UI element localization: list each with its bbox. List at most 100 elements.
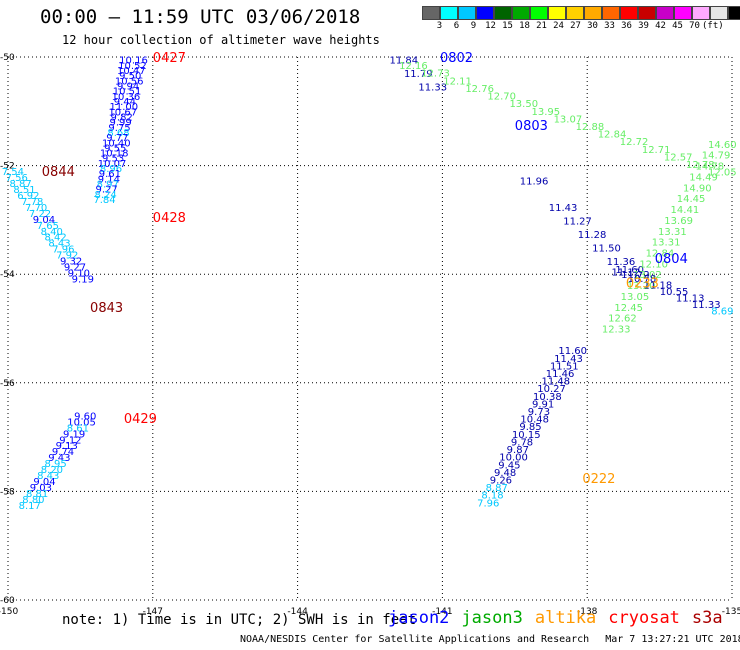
swh-value: 7.22: [29, 209, 51, 220]
pass-label: 0233: [626, 276, 659, 291]
color-swatch: [476, 6, 494, 20]
swh-value: 14.90: [683, 183, 712, 194]
swh-value: 11.51: [550, 361, 579, 372]
map-title: 00:00 – 11:59 UTC 03/06/2018: [40, 6, 361, 28]
swh-value: 7.54: [2, 167, 24, 178]
track-0844: 7.547.568.878.516.927.787.707.229.047.65…: [2, 167, 94, 286]
color-scale: [422, 6, 740, 20]
swh-value: 11.43: [549, 203, 578, 214]
color-scale-label: 21: [536, 21, 547, 31]
swh-value: 12.57: [664, 152, 693, 163]
swh-value: 9.44: [114, 97, 136, 108]
color-swatch: [656, 6, 674, 20]
swh-value: 11.13: [676, 294, 705, 305]
swh-value: 12.73: [421, 69, 450, 80]
swh-value: 8.87: [486, 483, 508, 494]
swh-value: 8.51: [13, 185, 35, 196]
swh-value: 11.36: [607, 257, 636, 268]
swh-value: 9.50: [119, 71, 141, 82]
swh-value: 8.69: [711, 307, 733, 318]
lon-label: -141: [432, 607, 452, 617]
swh-value: 10.27: [537, 384, 566, 395]
swh-value: 7.84: [93, 195, 115, 206]
swh-value: 8.97: [97, 180, 119, 191]
swh-value: 12.78: [686, 160, 715, 171]
swh-value: 7.96: [477, 498, 499, 509]
color-scale-label: 15: [502, 21, 513, 31]
swh-value: 9.04: [33, 477, 55, 488]
color-swatch: [422, 6, 440, 20]
swh-value: 13.20: [627, 281, 656, 292]
pass-labels: 0427 0428 0429 0844 0843 0802 0803 0804 0222 0233: [42, 51, 688, 487]
swh-value: 12.70: [487, 92, 516, 103]
color-swatch: [530, 6, 548, 20]
pass-label: 0804: [655, 252, 688, 267]
color-swatch: [620, 6, 638, 20]
swh-value: 9.19: [63, 429, 85, 440]
track-0802: 11.84 11.79 11.33 11.96 11.43 11.27 11.28 11.50…: [389, 56, 649, 281]
pass-label: 0429: [124, 412, 157, 427]
pass-label: 0428: [153, 211, 186, 226]
swh-value: 13.31: [652, 238, 681, 249]
swh-value: 8.17: [19, 501, 41, 512]
swh-value: 7.78: [21, 197, 43, 208]
swh-value: 12.71: [642, 145, 671, 156]
swh-value: 8.24: [94, 190, 116, 201]
swh-value: 11.27: [563, 217, 592, 228]
swh-value: 9.32: [60, 257, 82, 268]
track-0804-up: 12.3312.6212.4513.0513.2013.0212.1012.84…: [602, 140, 737, 336]
track-0803: 12.1612.7312.1112.7612.7013.5013.9513.07…: [399, 61, 737, 178]
swh-value: 9.13: [56, 441, 78, 452]
swh-value: 14.49: [689, 172, 718, 183]
color-swatch: [710, 6, 728, 20]
swh-value: 12.45: [614, 303, 643, 314]
swh-value: 9.99: [109, 118, 131, 129]
track-0222: 11.6011.4311.5111.4611.4810.2710.389.919…: [477, 346, 587, 509]
color-scale-label: 30: [587, 21, 598, 31]
color-swatch: [638, 6, 656, 20]
lon-label: -135: [722, 607, 740, 617]
swh-value: 9.73: [528, 407, 550, 418]
swh-value: 8.87: [9, 179, 31, 190]
swh-value: 9.04: [33, 215, 55, 226]
swh-value: 10.55: [660, 287, 689, 298]
swh-value: 10.15: [512, 430, 541, 441]
swh-value: 8.20: [41, 465, 63, 476]
swh-value: 8.40: [41, 227, 63, 238]
color-scale-label: 33: [604, 21, 615, 31]
swh-value: 8.43: [48, 239, 70, 250]
pass-label: 0802: [440, 51, 473, 66]
swh-value: 9.14: [98, 174, 120, 185]
swh-value: 11.60: [558, 346, 587, 357]
swh-value: 10.78: [628, 274, 657, 285]
swh-value: 7.56: [6, 173, 28, 184]
lat-label: -54: [0, 270, 15, 280]
color-scale-label: 24: [553, 21, 564, 31]
swh-value: 13.07: [554, 114, 583, 125]
swh-value: 11.00: [110, 102, 139, 113]
swh-value: 8.43: [37, 471, 59, 482]
swh-value: 8.61: [67, 423, 89, 434]
swh-value: 10.16: [119, 56, 148, 67]
note-text: note: 1) Time is in UTC; 2) SWH is in fe…: [62, 612, 417, 628]
swh-value: 11.79: [404, 69, 433, 80]
color-swatch: [566, 6, 584, 20]
swh-value: 13.95: [532, 107, 561, 118]
swh-value: 9.77: [106, 133, 128, 144]
satellite-tracks: 10.1610.5210.479.5010.569.9410.5110.369.…: [2, 56, 737, 512]
swh-value: 9.27: [96, 185, 118, 196]
swh-value: 11.60: [615, 265, 644, 276]
swh-value: 11.50: [592, 243, 621, 254]
swh-value: 13.05: [621, 292, 650, 303]
credit-text: NOAA/NESDIS Center for Satellite Applica…: [240, 634, 590, 645]
swh-value: 12.10: [639, 259, 668, 270]
swh-value: 8.80: [22, 495, 44, 506]
swh-value: 10.05: [67, 417, 96, 428]
color-swatch: [512, 6, 530, 20]
swh-value: 9.53: [102, 154, 124, 165]
swh-value: 9.10: [68, 269, 90, 280]
legend-s3a: s3a: [691, 608, 723, 628]
swh-value: 11.72: [621, 270, 650, 281]
